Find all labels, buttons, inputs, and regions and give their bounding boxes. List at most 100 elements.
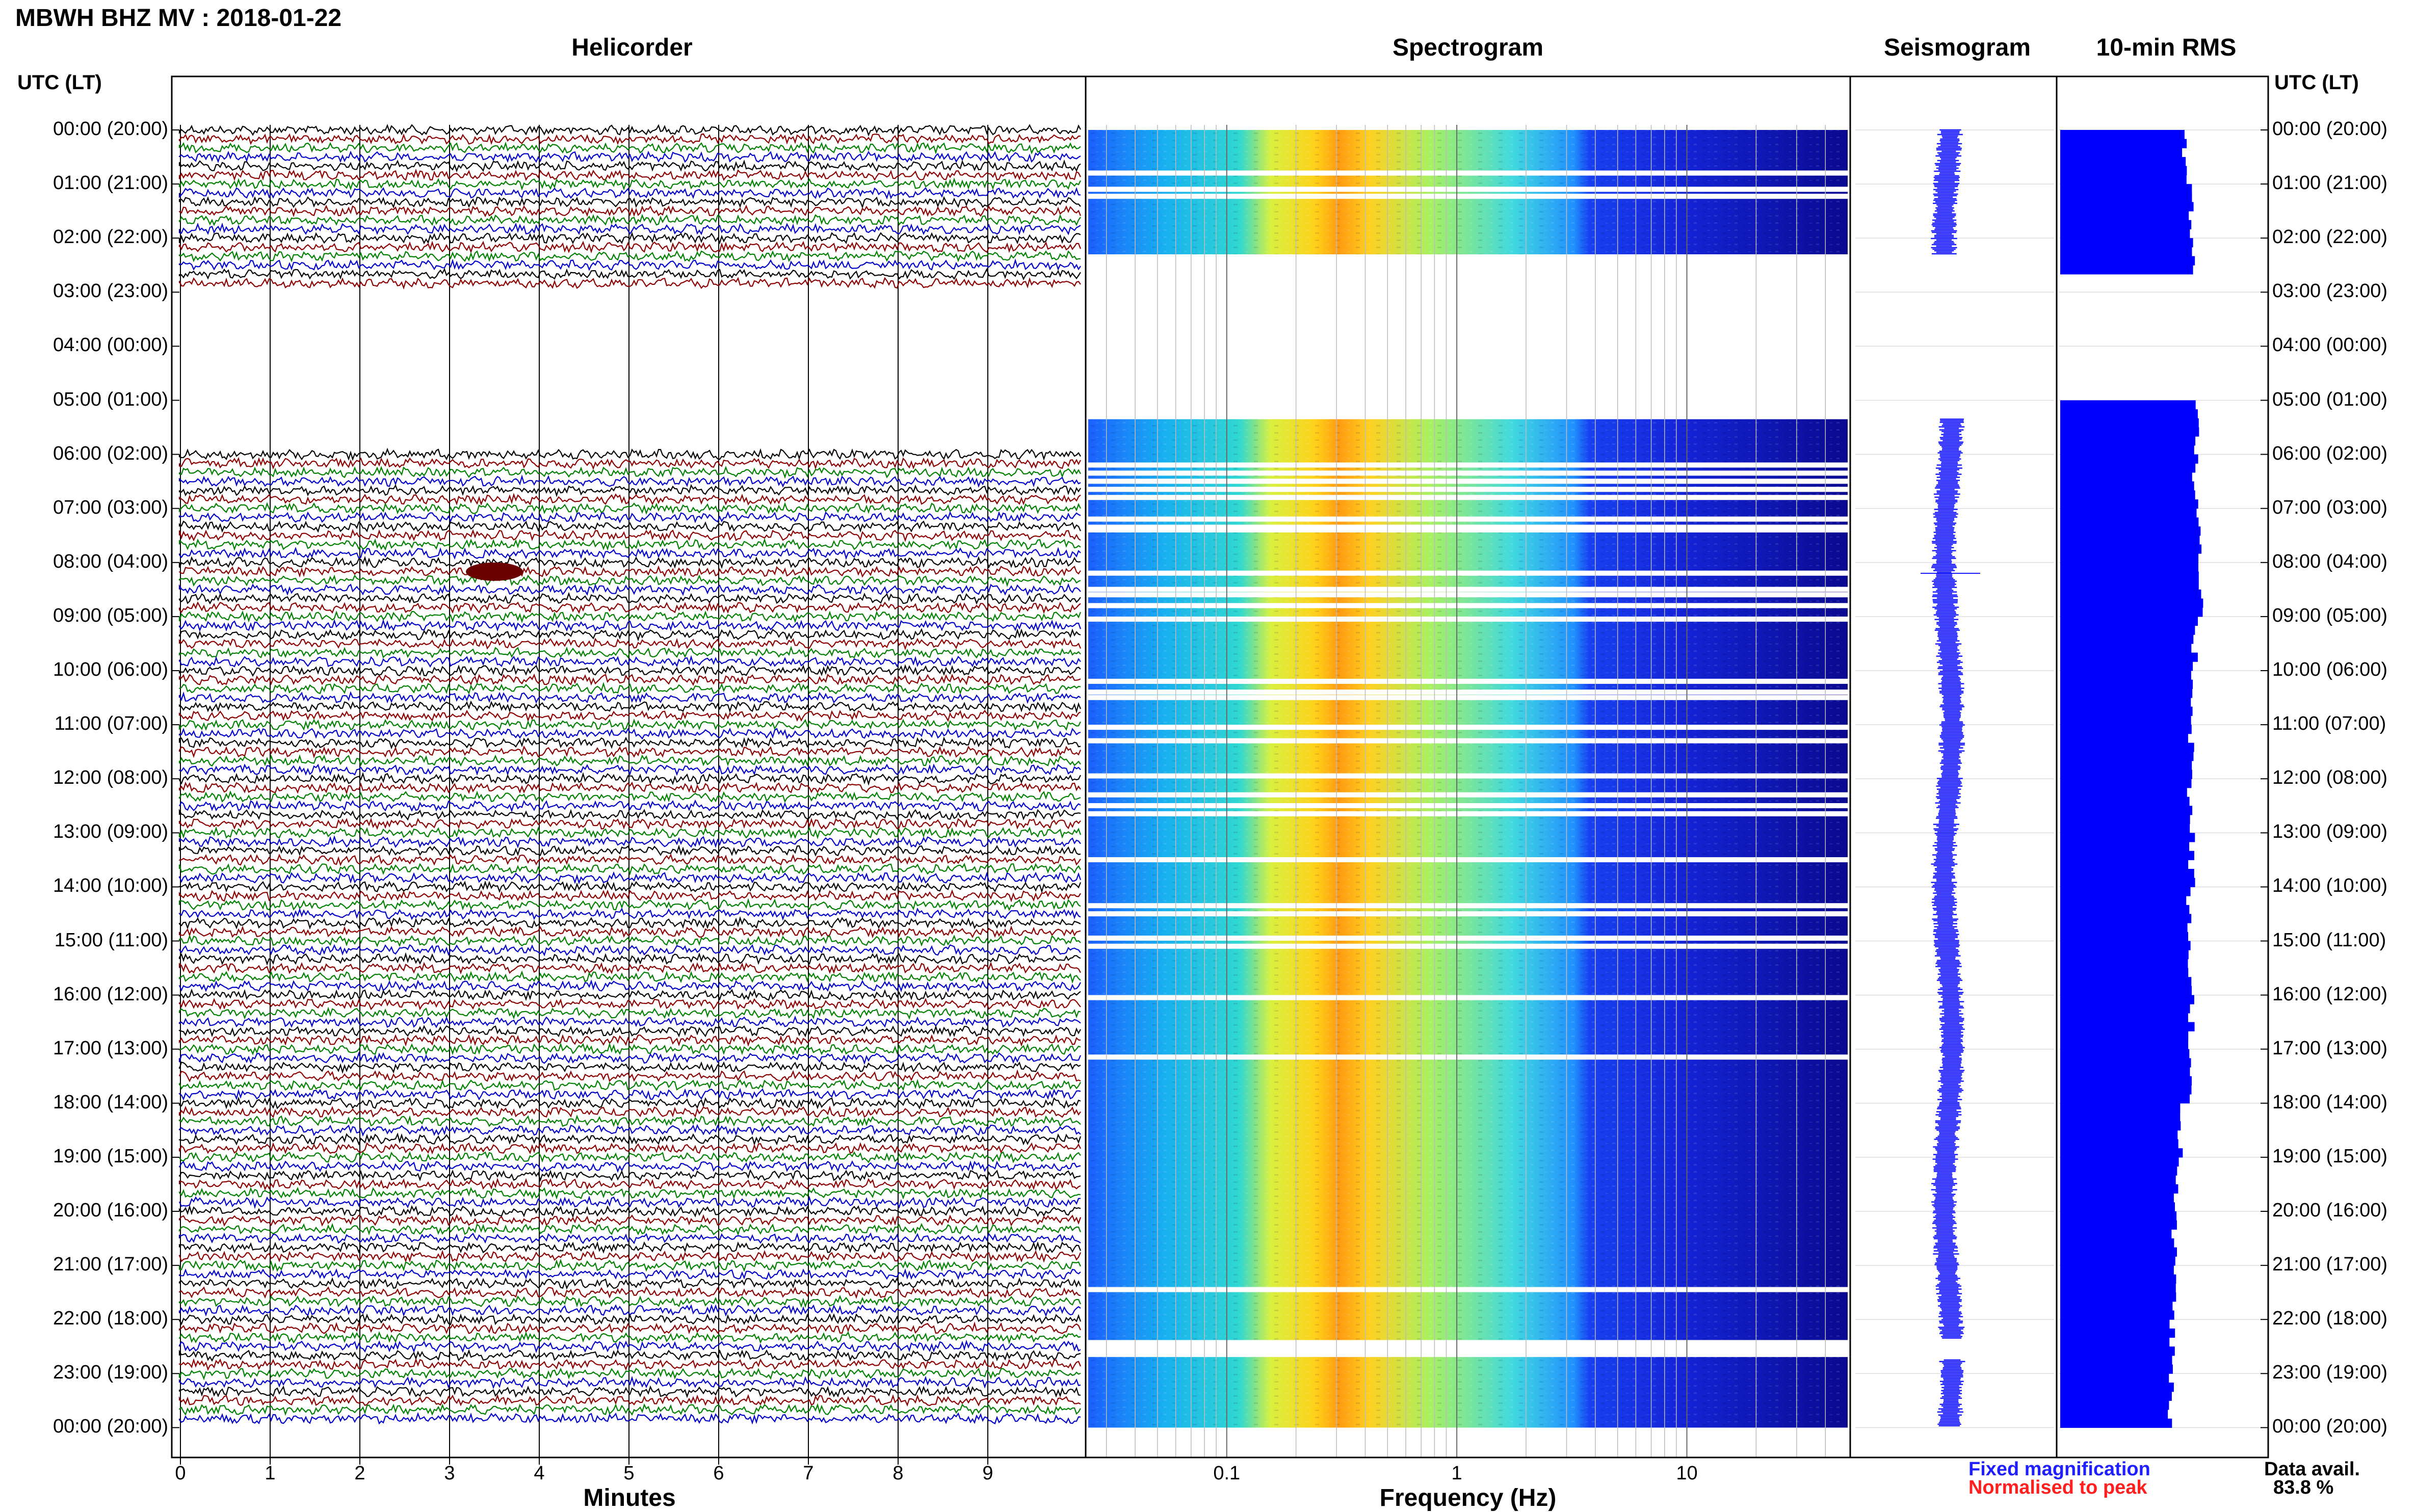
spectrogram-gap [1088,738,1848,744]
hour-label-right: 03:00 (23:00) [2272,280,2388,302]
hour-label-left: 02:00 (22:00) [52,226,168,248]
rms-bar [2060,1013,2188,1023]
hour-label-right: 15:00 (11:00) [2272,929,2386,951]
helicorder-trace [178,853,1081,866]
helicorder-trace [178,1169,1081,1182]
rms-bar [2060,688,2193,698]
helicorder-trace [178,1151,1081,1163]
rms-bar [2060,814,2190,825]
data-avail-label: Data avail. [2264,1458,2360,1480]
rms-bar [2060,148,2183,157]
rms-bar [2060,634,2194,644]
hour-label-right: 13:00 (09:00) [2272,821,2388,843]
rms-bar [2060,220,2192,229]
rms-bar [2060,1256,2175,1266]
hour-label-left: 23:00 (19:00) [52,1362,168,1384]
rms-bar [2060,1220,2177,1230]
spectrogram-gap [1088,495,1848,500]
rms-bar [2060,202,2194,211]
spectrogram-gap [1088,587,1848,592]
helicorder-trace [178,1205,1081,1218]
helicorder-trace [178,745,1082,759]
helicorder-trace [178,1015,1081,1028]
rms-bar [2060,1418,2172,1428]
helicorder-trace [178,1061,1081,1074]
minute-tick-label: 3 [444,1463,455,1484]
helicorder-trace [178,277,1081,290]
rms-bar [2060,193,2192,202]
helicorder-trace [178,1213,1082,1227]
panel-frames [171,75,2269,1465]
rms-bar [2060,760,2192,770]
hour-label-right: 16:00 (12:00) [2272,983,2388,1005]
spectrogram-texture [1088,419,1848,1428]
frequency-tick-label: 10 [1676,1463,1698,1484]
helicorder-trace [178,700,1082,714]
helicorder-trace [178,546,1081,560]
helicorder-trace [178,583,1081,596]
hour-label-right: 01:00 (21:00) [2272,172,2388,194]
spectrogram-gap [1088,470,1848,476]
hour-label-left: 11:00 (07:00) [54,713,168,735]
helicorder-trace [178,124,1081,137]
rms-bar [2060,1292,2176,1302]
helicorder-trace [178,1313,1082,1325]
hour-label-left: 00:00 (20:00) [52,1416,168,1438]
rms-bar [2060,517,2199,527]
rms-bar [2060,1391,2172,1401]
rms-bar [2060,481,2194,491]
rms-bar [2060,463,2196,473]
helicorder-trace [178,736,1081,750]
rms-bar [2060,544,2202,554]
helicorder-trace [178,862,1081,876]
rms-bar [2060,580,2199,590]
helicorder-trace [178,1394,1081,1407]
rms-bar [2060,1058,2191,1068]
spectrogram-gap [1088,570,1848,576]
helicorder-trace [178,268,1081,281]
hour-label-left: 14:00 (10:00) [52,875,168,897]
rms-bar [2060,400,2196,410]
rms-bar [2060,923,2188,933]
helicorder-trace [178,520,1082,533]
rms-bar [2060,1184,2178,1194]
helicorder-trace [178,222,1081,235]
spectrogram-gap [1088,462,1848,468]
helicorder-trace [178,1115,1081,1127]
rms-bar [2060,698,2191,707]
spectrogram-gap [1088,1054,1848,1060]
rms-bar [2060,589,2201,599]
rms-bar [2060,1355,2172,1365]
hour-label-right: 06:00 (02:00) [2272,442,2388,464]
hour-label-right: 02:00 (22:00) [2272,226,2388,248]
helicorder-trace [178,682,1081,695]
helicorder-trace [178,1294,1082,1308]
helicorder-trace [178,1178,1081,1191]
helicorder-trace [178,772,1081,786]
rms-bar [2060,706,2193,716]
rms-bar [2060,1148,2183,1158]
page-title: MBWH BHZ MV : 2018-01-22 [15,5,342,32]
hour-label-right: 12:00 (08:00) [2272,767,2388,789]
rms-bar [2060,1040,2189,1050]
frequency-tick-label: 0.1 [1213,1463,1241,1484]
helicorder-trace [178,1105,1081,1118]
rms-bar [2060,445,2194,455]
helicorder-trace [178,1259,1081,1272]
spectrogram-gap [1088,479,1848,484]
rms-bar [2060,130,2185,140]
rms-bar [2060,679,2193,689]
rms-bar [2060,644,2192,653]
helicorder-trace [178,727,1081,740]
spectrogram-gap [1088,935,1848,941]
helicorder-trace [178,664,1081,677]
legend-normalised-to-peak: Normalised to peak [1968,1477,2147,1498]
rms-bar [2060,986,2192,996]
utc-label-right: UTC (LT) [2274,71,2359,94]
spectrogram-gap [1088,725,1848,730]
hour-label-right: 23:00 (19:00) [2272,1362,2388,1384]
helicorder-trace [178,484,1081,497]
rms-bar [2060,562,2198,572]
rms-bar [2060,959,2188,969]
hour-label-left: 01:00 (21:00) [52,172,168,194]
